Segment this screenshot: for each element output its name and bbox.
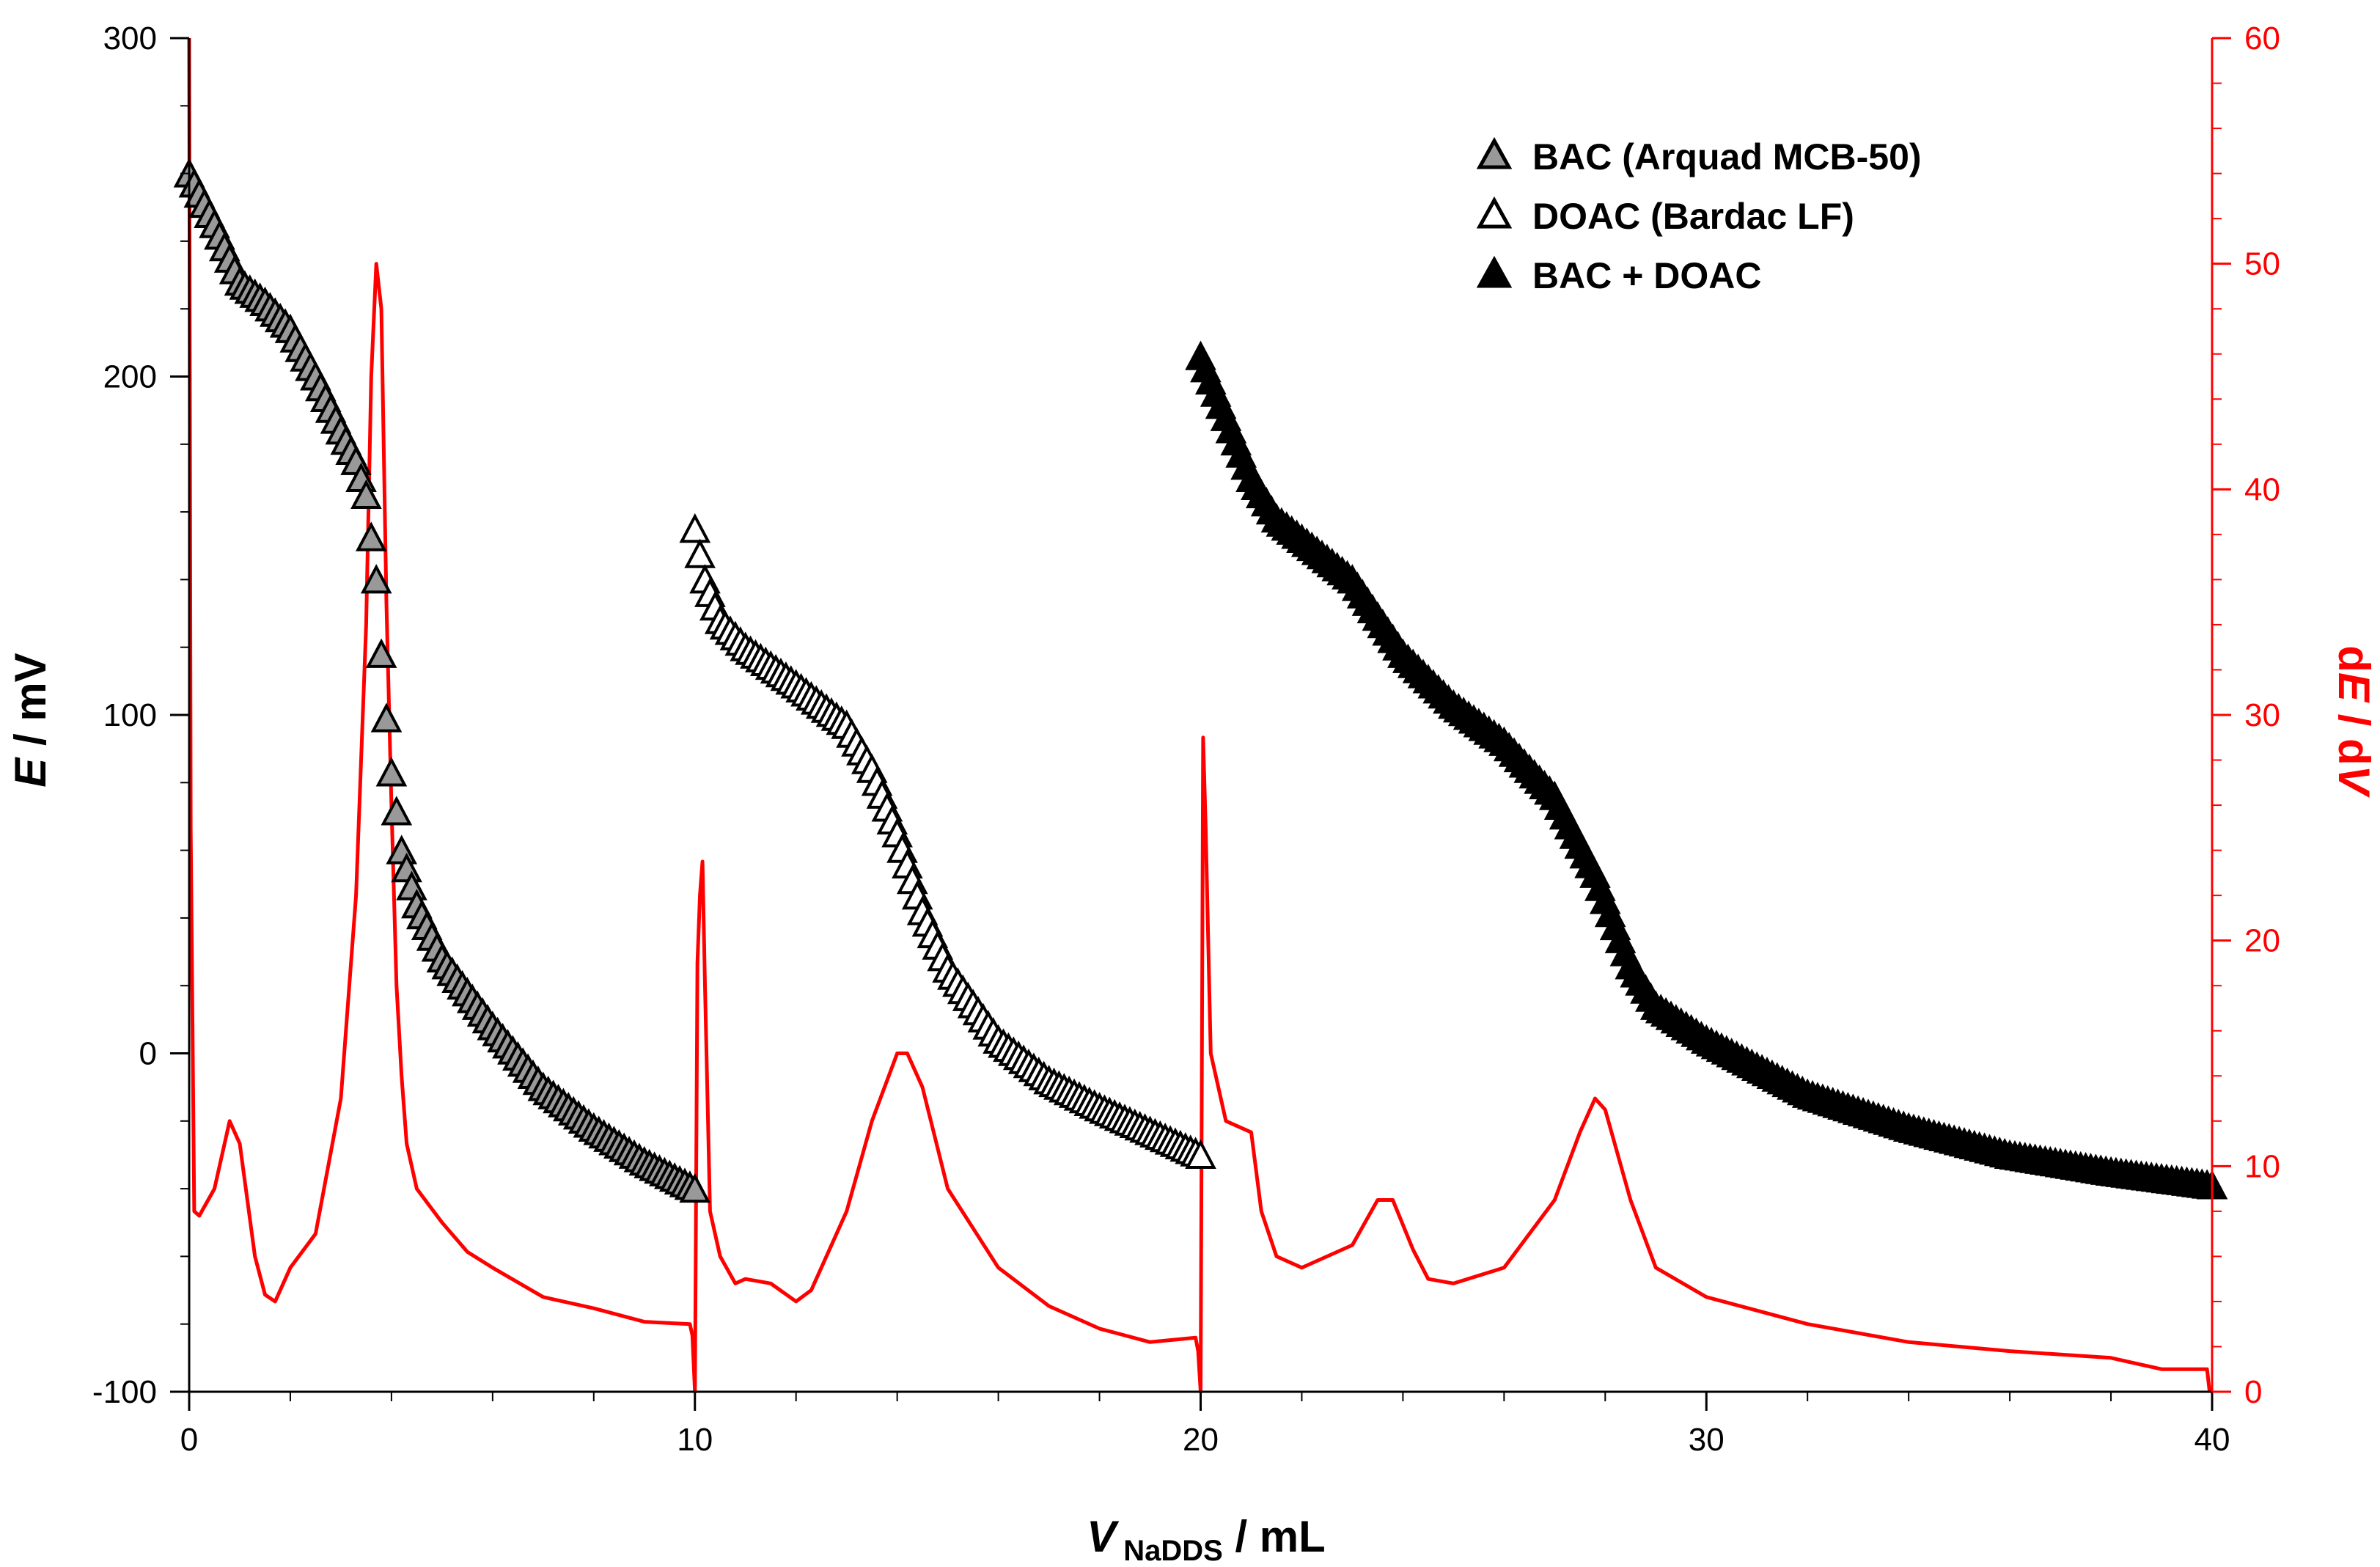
legend: BAC (Arquad MCB-50) DOAC (Bardac LF) BAC… <box>1476 136 1922 296</box>
y2-axis-title-d1: d <box>2329 645 2379 672</box>
y2-tick-label: 10 <box>2244 1148 2280 1184</box>
plot-area <box>173 37 2228 1394</box>
x-axis-title-sub: NaDDS <box>1123 1535 1223 1567</box>
y-axis-title: E / mV <box>6 653 55 787</box>
y-tick-label: 100 <box>103 697 157 733</box>
marker-bac <box>350 479 382 509</box>
y-axis-title-main: E <box>6 757 55 788</box>
marker-bac <box>360 564 392 594</box>
y2-axis-title-v: V <box>2329 766 2379 799</box>
series-line-dEdV <box>187 37 2212 1394</box>
axes: -100 0 100 200 300 0 10 20 30 40 0 10 20 30 40 50 60 <box>92 21 2280 1458</box>
x-axis-title: V NaDDS / mL <box>1087 1512 1326 1567</box>
x-axis-title-main: V <box>1087 1512 1120 1561</box>
marker-doac <box>684 538 716 568</box>
y2-tick-label: 0 <box>2244 1374 2262 1410</box>
y2-axis-title-d2: / d <box>2329 702 2379 766</box>
y2-tick-label: 20 <box>2244 923 2280 959</box>
x-tick-label: 10 <box>677 1422 713 1458</box>
y2-axis-title-e: E <box>2329 672 2379 703</box>
y2-tick-label: 50 <box>2244 246 2280 282</box>
y2-axis-title: dE / dV <box>2329 645 2379 798</box>
legend-label-mix: BAC + DOAC <box>1532 255 1762 296</box>
marker-doac <box>1185 1139 1216 1169</box>
legend-item-doac: DOAC (Bardac LF) <box>1476 196 1854 237</box>
x-tick-label: 30 <box>1689 1422 1725 1458</box>
legend-label-bac: BAC (Arquad MCB-50) <box>1532 136 1922 177</box>
legend-label-doac: DOAC (Bardac LF) <box>1532 196 1854 237</box>
x-tick-label: 40 <box>2194 1422 2230 1458</box>
y-tick-label: 0 <box>139 1036 157 1072</box>
y2-tick-label: 60 <box>2244 21 2280 56</box>
marker-bac <box>370 702 403 733</box>
marker-bac <box>375 757 408 787</box>
marker-bac <box>365 638 397 668</box>
y-tick-label: 300 <box>103 21 157 56</box>
marker-bac <box>381 796 413 826</box>
marker-bac <box>679 1173 711 1203</box>
legend-marker-mix <box>1476 255 1513 288</box>
x-tick-label: 0 <box>180 1422 198 1458</box>
y2-tick-label: 30 <box>2244 697 2280 733</box>
marker-bac <box>355 521 387 551</box>
legend-marker-bac <box>1476 136 1513 169</box>
x-tick-label: 20 <box>1183 1422 1219 1458</box>
legend-marker-doac <box>1476 196 1513 229</box>
legend-item-mix: BAC + DOAC <box>1476 255 1762 296</box>
legend-item-bac: BAC (Arquad MCB-50) <box>1476 136 1922 177</box>
x-axis-title-unit: / mL <box>1223 1512 1326 1561</box>
marker-doac <box>679 513 711 543</box>
y-tick-label: -100 <box>92 1374 157 1410</box>
y2-tick-label: 40 <box>2244 471 2280 507</box>
y-axis-title-unit: / mV <box>6 653 55 757</box>
y-tick-label: 200 <box>103 359 157 395</box>
